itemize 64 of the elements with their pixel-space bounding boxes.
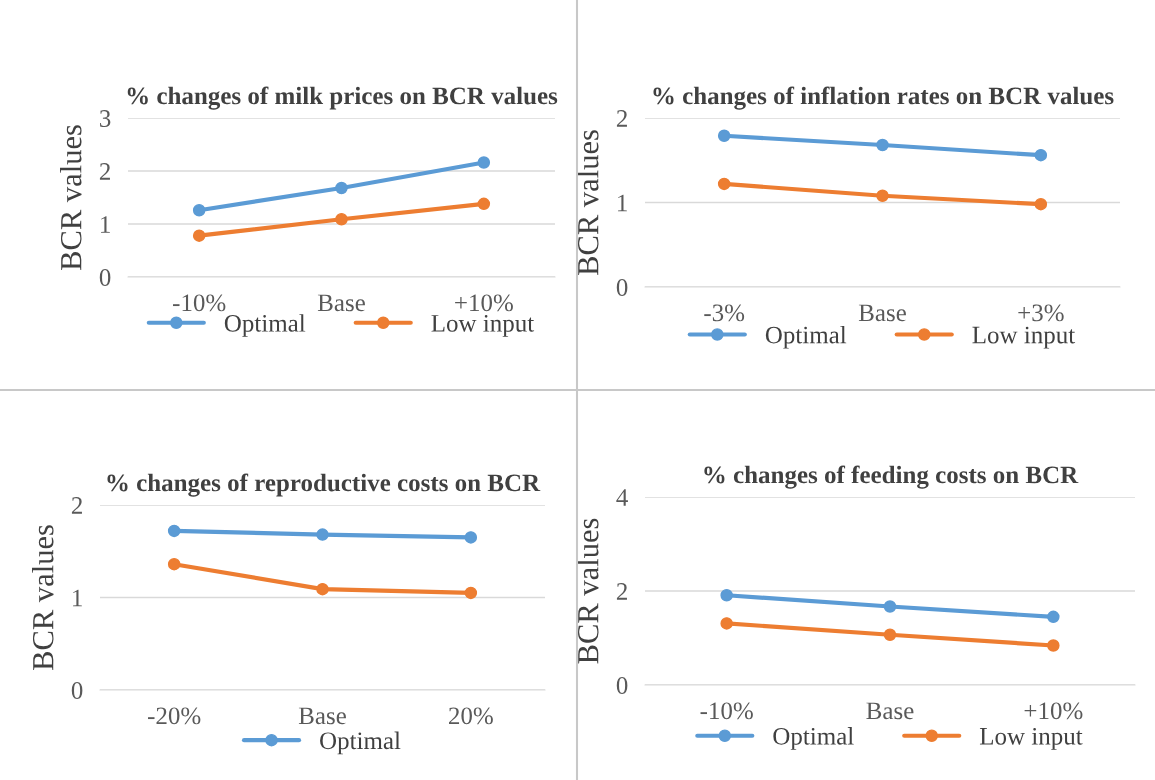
x-tick-label: +3% — [1018, 304, 1064, 322]
legend-label: Optimal — [224, 314, 306, 337]
point — [876, 189, 889, 202]
point — [876, 138, 889, 152]
point — [316, 528, 329, 541]
y-tick-label: 0 — [99, 269, 111, 286]
x-tick-label: Base — [317, 294, 365, 312]
y-tick-label: 1 — [73, 589, 82, 607]
point — [717, 129, 731, 142]
point — [464, 531, 478, 544]
chart-title: % changes of feeding costs on BCR — [704, 465, 1079, 489]
y-tick-label: 4 — [616, 489, 628, 506]
y-tick-label: 2 — [616, 110, 627, 127]
legend-label: Low input — [972, 326, 1076, 349]
point — [1034, 148, 1048, 162]
y-tick-label: 2 — [99, 163, 110, 180]
y-axis-title: BCR values — [32, 525, 54, 671]
x-tick-label: Base — [866, 702, 914, 720]
point — [720, 617, 733, 630]
point — [167, 524, 181, 538]
chart-title: % changes of reproductive costs on BCR — [107, 473, 541, 497]
x-tick-label: -10% — [700, 702, 753, 720]
x-tick-label: -20% — [148, 707, 201, 725]
legend-label: Low input — [979, 727, 1083, 750]
point — [167, 557, 181, 571]
x-tick-label: Base — [298, 707, 346, 725]
x-tick-label: +10% — [1024, 702, 1083, 720]
point — [477, 156, 491, 169]
point — [477, 197, 491, 211]
point — [717, 177, 731, 191]
point — [335, 212, 348, 226]
y-tick-label: 2 — [71, 497, 82, 514]
point — [1034, 197, 1048, 211]
y-tick-label: 1 — [618, 194, 627, 212]
y-tick-label: 2 — [616, 583, 627, 600]
y-tick-label: 3 — [100, 110, 111, 127]
x-tick-label: Base — [858, 304, 906, 322]
point — [192, 203, 206, 217]
legend-label: Optimal — [765, 325, 847, 349]
point — [192, 229, 206, 242]
y-tick-label: 0 — [616, 279, 628, 296]
point — [464, 586, 478, 600]
point — [316, 582, 329, 596]
chart-title: % changes of milk prices on BCR values — [127, 86, 558, 110]
point — [1047, 610, 1060, 624]
x-tick-label: -10% — [173, 294, 226, 312]
y-tick-label: 0 — [616, 677, 628, 694]
x-tick-label: 20% — [449, 707, 493, 725]
point — [883, 600, 897, 613]
point — [720, 588, 733, 602]
legend-label: Optimal — [320, 731, 401, 755]
y-tick-label: 0 — [71, 682, 83, 699]
chart-title: % changes of inflation rates on BCR values — [653, 86, 1114, 110]
legend-label: Low input — [431, 314, 535, 337]
y-axis-title: BCR values — [577, 130, 599, 276]
legend-label: Optimal — [773, 727, 854, 750]
point — [883, 628, 897, 641]
x-tick-label: -3% — [704, 304, 745, 322]
y-tick-label: 1 — [101, 216, 110, 233]
y-axis-title: BCR values — [577, 518, 599, 664]
x-tick-label: +10% — [455, 294, 513, 312]
y-axis-title: BCR values — [60, 125, 82, 271]
point — [335, 181, 348, 195]
point — [1047, 639, 1060, 652]
